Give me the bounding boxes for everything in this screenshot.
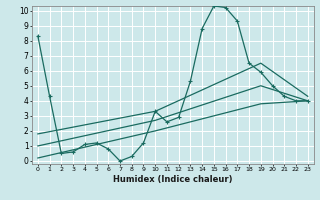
- X-axis label: Humidex (Indice chaleur): Humidex (Indice chaleur): [113, 175, 233, 184]
